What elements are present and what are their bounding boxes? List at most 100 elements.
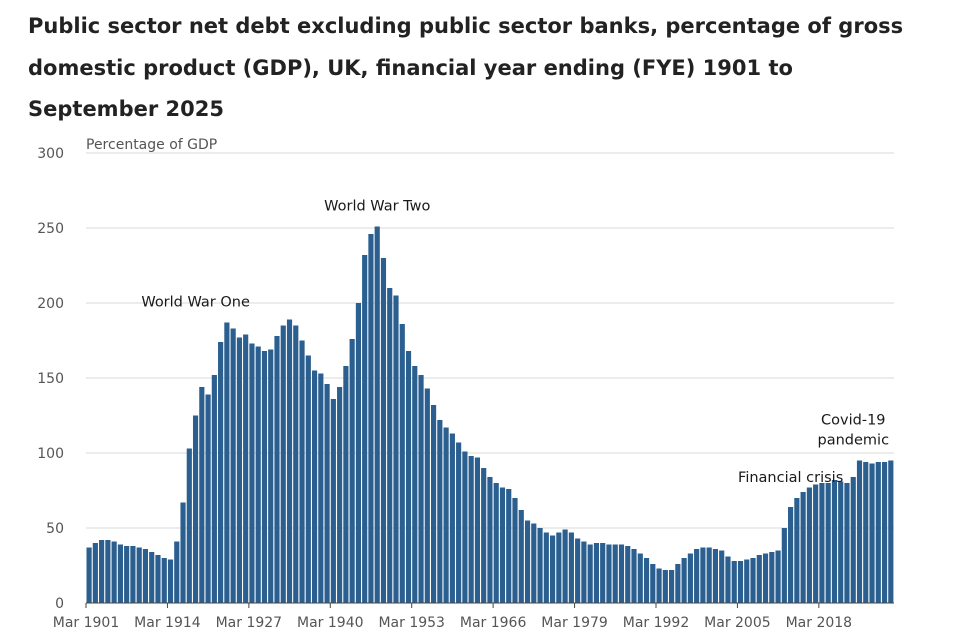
bar-2028 <box>881 462 888 603</box>
bar-2001 <box>712 549 719 603</box>
x-tick-label: Mar 1940 <box>297 615 364 631</box>
bar-1987 <box>625 546 631 603</box>
bar-2002 <box>719 550 725 603</box>
bar-2006 <box>744 559 750 603</box>
bar-2021 <box>838 481 844 603</box>
bar-1940 <box>330 399 336 603</box>
annotation-label: pandemic <box>818 433 890 449</box>
annotation-label: Financial crisis <box>738 470 843 486</box>
bar-2010 <box>769 552 775 603</box>
bar-1979 <box>575 538 581 603</box>
bar-1928 <box>255 346 261 603</box>
bar-1913 <box>161 558 167 603</box>
bar-1952 <box>405 351 412 603</box>
bar-2019 <box>825 483 831 603</box>
bar-2020 <box>831 480 838 603</box>
bar-1994 <box>669 570 675 603</box>
bar-2003 <box>725 556 731 603</box>
bar-2022 <box>844 483 850 603</box>
bar-1967 <box>499 487 506 603</box>
bar-1989 <box>637 553 643 603</box>
bar-1942 <box>343 366 349 603</box>
y-tick-label: 100 <box>37 446 64 462</box>
bar-1991 <box>650 564 656 603</box>
bar-2000 <box>706 547 712 603</box>
y-tick-label: 200 <box>37 296 64 312</box>
y-tick-label: 250 <box>37 221 64 237</box>
bar-1983 <box>600 543 606 603</box>
bar-1930 <box>268 349 274 603</box>
bar-1976 <box>556 532 562 603</box>
bar-1927 <box>249 343 255 603</box>
bar-1961 <box>462 451 468 603</box>
y-axis-tick-labels: 0 50 100 150 200 250 300 <box>37 146 64 612</box>
bar-1933 <box>286 319 293 603</box>
bar-1998 <box>694 549 700 603</box>
bar-2007 <box>750 558 756 603</box>
x-tick-label: Mar 1901 <box>53 615 120 631</box>
bar-1960 <box>456 442 462 603</box>
bar-1958 <box>443 427 449 603</box>
bar-2026 <box>869 463 875 603</box>
x-tick-label: Mar 2005 <box>704 615 771 631</box>
bar-1918 <box>192 415 199 603</box>
bar-1932 <box>280 325 286 603</box>
y-tick-label: 0 <box>55 596 64 612</box>
x-tick-label: Mar 1914 <box>134 615 201 631</box>
bar-1903 <box>99 540 105 603</box>
bar-1970 <box>518 510 524 603</box>
bar-1950 <box>393 295 399 603</box>
bar-1954 <box>418 375 424 603</box>
annotation-label: World War Two <box>324 199 430 215</box>
annotation-label: World War One <box>141 295 250 311</box>
bar-1996 <box>681 558 687 603</box>
bar-1935 <box>299 340 305 603</box>
bar-1910 <box>142 549 149 603</box>
bar-1962 <box>468 456 474 603</box>
y-tick-label: 300 <box>37 146 64 162</box>
x-tick-label: Mar 1966 <box>460 615 527 631</box>
x-tick-label: Mar 2018 <box>786 615 853 631</box>
bar-2004 <box>731 561 737 603</box>
bar-1943 <box>349 339 355 603</box>
bar-2024 <box>856 460 863 603</box>
bar-1973 <box>537 528 543 603</box>
bars <box>86 226 894 603</box>
bar-2012 <box>781 528 787 603</box>
bar-1977 <box>562 529 568 603</box>
bar-1986 <box>618 544 625 603</box>
bar-1938 <box>318 373 324 603</box>
bar-2015 <box>800 492 806 603</box>
bar-1908 <box>130 546 136 603</box>
bar-1971 <box>524 520 531 603</box>
x-tick-label: Mar 1979 <box>541 615 608 631</box>
annotations: World War One World War Two Financial cris… <box>141 199 889 487</box>
bar-2013 <box>788 507 794 603</box>
bar-1902 <box>92 543 98 603</box>
bar-1949 <box>387 288 393 603</box>
bar-1968 <box>506 489 512 603</box>
annotation-label: Covid-19 <box>821 413 886 429</box>
bar-1957 <box>437 420 443 603</box>
bar-1948 <box>380 258 387 603</box>
bar-1995 <box>675 564 681 603</box>
bar-1974 <box>543 532 549 603</box>
bar-1990 <box>643 558 650 603</box>
x-tick-label: Mar 1992 <box>623 615 690 631</box>
bar-2023 <box>850 477 856 603</box>
bar-2011 <box>775 550 781 603</box>
bar-2008 <box>756 555 762 603</box>
bar-2029 <box>888 460 894 603</box>
bar-1901 <box>86 547 92 603</box>
bar-1985 <box>612 544 618 603</box>
bar-1919 <box>199 387 205 603</box>
bar-1959 <box>449 433 455 603</box>
bar-1915 <box>174 541 180 603</box>
bar-1965 <box>487 477 493 603</box>
bar-2014 <box>794 498 800 603</box>
bar-1944 <box>355 303 361 603</box>
bar-1982 <box>593 543 600 603</box>
bar-1931 <box>274 336 280 603</box>
bar-1925 <box>236 337 242 603</box>
